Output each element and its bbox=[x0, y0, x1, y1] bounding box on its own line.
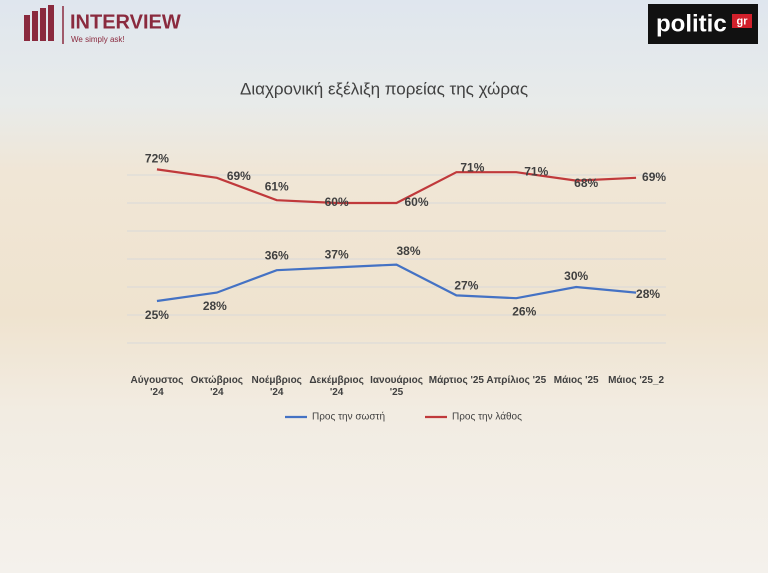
data-label: 68% bbox=[574, 176, 598, 190]
x-tick-label: Δεκέμβριος '24 bbox=[309, 375, 364, 398]
x-tick-label: Μάρτιος '25 bbox=[428, 375, 484, 386]
data-label: 30% bbox=[564, 269, 588, 283]
data-label: 37% bbox=[325, 248, 349, 262]
data-label: 61% bbox=[265, 179, 289, 193]
data-label: 26% bbox=[512, 304, 536, 318]
legend-label: Προς την σωστή bbox=[312, 411, 385, 423]
x-tick-label: Αύγουστος '24 bbox=[130, 375, 184, 398]
line bbox=[156, 263, 637, 303]
politic-name: politic bbox=[656, 10, 727, 37]
data-label: 60% bbox=[325, 195, 349, 209]
data-label: 71% bbox=[524, 164, 548, 178]
data-label: 69% bbox=[642, 170, 666, 184]
chart-title: Διαχρονική εξέλιξη πορείας της χώρας bbox=[240, 79, 528, 98]
data-label: 27% bbox=[454, 279, 478, 293]
data-label: 69% bbox=[227, 169, 251, 183]
legend-label: Προς την λάθος bbox=[452, 411, 522, 423]
x-tick-label: Ιανουάριος '25 bbox=[370, 375, 423, 398]
data-label: 38% bbox=[396, 244, 420, 258]
brand: INTERVIEW bbox=[70, 11, 181, 33]
data-label: 25% bbox=[145, 308, 169, 322]
politic-badge bbox=[732, 14, 752, 28]
line bbox=[156, 168, 637, 205]
data-label: 60% bbox=[404, 195, 428, 209]
data-label: 28% bbox=[636, 287, 660, 301]
politic-suffix: gr bbox=[737, 15, 749, 27]
data-label: 28% bbox=[203, 299, 227, 313]
data-label: 72% bbox=[145, 152, 169, 166]
x-tick-label: Απρίλιος '25 bbox=[486, 375, 547, 386]
tagline: We simply ask! bbox=[71, 35, 125, 44]
data-label: 36% bbox=[265, 248, 289, 262]
x-tick-label: Οκτώβριος '24 bbox=[190, 375, 244, 398]
x-tick-label: Νοέμβριος '24 bbox=[251, 375, 302, 398]
x-tick-label: Μάιος '25_2 bbox=[608, 375, 665, 386]
interview-logo bbox=[24, 5, 64, 44]
data-label: 71% bbox=[460, 160, 484, 174]
x-tick-label: Μάιος '25 bbox=[553, 375, 599, 386]
